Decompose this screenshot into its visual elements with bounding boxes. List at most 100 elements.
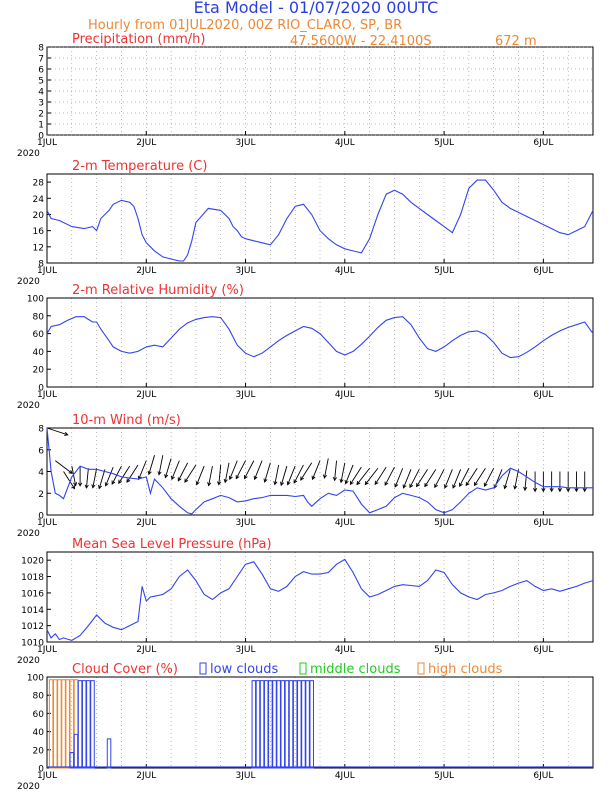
panel-frame <box>46 551 594 643</box>
y-tick-label: 100 <box>27 674 44 684</box>
y-tick-label: 1014 <box>21 606 44 616</box>
wind-vector <box>46 427 68 436</box>
wind-vector-head <box>164 474 169 479</box>
wind-vector <box>434 469 445 488</box>
elevation: 672 m <box>495 34 537 49</box>
wind-vector-head <box>339 478 344 484</box>
cloud-bar <box>86 680 91 769</box>
wind-vector-head <box>452 484 457 489</box>
cloud-bar <box>69 679 75 769</box>
y-tick-label: 5 <box>38 77 44 87</box>
wind-vector <box>118 465 131 484</box>
x-tick-label: 4JUL <box>335 771 355 781</box>
wind-vector <box>459 468 470 487</box>
y-tick-label: 20 <box>33 366 45 376</box>
x-tick-label: 1JUL <box>37 645 57 655</box>
wind-vector <box>465 467 478 486</box>
cloud-bar <box>259 680 265 769</box>
wind-vector-head <box>459 482 463 488</box>
temperature-series <box>46 179 594 262</box>
wind-vector <box>92 468 98 488</box>
wind-vector-head <box>443 484 448 489</box>
x-tick-label: 2JUL <box>136 645 156 655</box>
wind-vector-head <box>286 481 291 486</box>
wind-vector <box>474 467 486 486</box>
y-tick-label: 24 <box>33 195 45 205</box>
x-tick-label: 2JUL <box>136 138 156 148</box>
wind-vector-head <box>118 479 123 484</box>
x-year-label: 2020 <box>17 656 40 666</box>
wind-vector-head <box>582 488 587 493</box>
wind-vector-head <box>217 481 222 486</box>
wind-vector-head <box>394 483 399 488</box>
wind-vector-head <box>557 488 562 493</box>
y-tick-label: 40 <box>33 728 45 738</box>
y-tick-label: 8 <box>38 425 44 435</box>
y-tick-label: 28 <box>33 179 45 189</box>
wind-vector <box>300 462 313 481</box>
x-year-label: 2020 <box>17 277 40 287</box>
wind-vector <box>164 458 172 478</box>
y-tick-label: 3 <box>38 99 44 109</box>
cloud-bar <box>251 680 257 769</box>
y-tick-label: 1 <box>38 121 44 131</box>
wind-vector-head <box>533 488 538 493</box>
panel-frame <box>46 427 594 516</box>
wind-vector <box>345 464 354 484</box>
wind-vector-head <box>483 482 488 488</box>
wind-vector-head <box>293 479 298 484</box>
wind-vector <box>158 455 164 475</box>
x-tick-label: 3JUL <box>236 266 256 276</box>
wind-vector-head <box>311 475 316 481</box>
wind-vector <box>334 460 337 481</box>
wind-vector <box>274 464 280 485</box>
cloud-bar <box>81 680 87 769</box>
wind-vector-head <box>349 480 354 486</box>
wind-vector-head <box>332 476 337 482</box>
y-tick-label: 7 <box>38 55 44 65</box>
wind-vector-head <box>273 481 278 486</box>
x-tick-label: 5JUL <box>434 390 454 400</box>
cloud-bar <box>280 680 286 769</box>
wind-vector <box>349 466 362 485</box>
panel-temp: 1JUL 2JUL 3JUL 4JUL 5JUL 6JUL 8 12 16 20 24 28 2-m T… <box>17 159 594 287</box>
wind-vector <box>287 465 296 485</box>
wind-vector-head <box>84 484 89 489</box>
wind-vector <box>218 464 222 485</box>
y-tick-label: 8 <box>38 44 44 54</box>
cloud-bar <box>73 679 79 769</box>
wind-vector-head <box>78 482 83 487</box>
cloud-bar <box>301 680 306 769</box>
y-tick-label: 1012 <box>21 622 44 632</box>
x-tick-label: 6JUL <box>533 771 553 781</box>
cloud-bar <box>268 680 273 769</box>
wind-vector <box>293 464 304 484</box>
cloud-bar <box>48 679 54 769</box>
cloud-bar <box>284 680 290 769</box>
panel-title-precip: Precipitation (mm/h) <box>72 32 205 47</box>
wind-vector-head <box>104 482 109 487</box>
cloud-bar <box>255 680 261 769</box>
wind-vector <box>105 466 114 486</box>
wind-vector <box>452 469 462 489</box>
wind-vector <box>148 455 155 475</box>
panel-rh: 1JUL 2JUL 3JUL 4JUL 5JUL 6JUL 0 20 40 60 80 100 2-m … <box>17 283 594 411</box>
wind-vector-head <box>91 484 96 489</box>
x-tick-label: 3JUL <box>236 138 256 148</box>
wind-vector-head <box>523 486 528 492</box>
panel-title-mslp: Mean Sea Level Pressure (hPa) <box>72 537 272 552</box>
y-tick-label: 6 <box>38 66 44 76</box>
panel-frame <box>46 676 594 769</box>
x-tick-label: 1JUL <box>37 138 57 148</box>
wind-vector-head <box>195 481 200 486</box>
main-title: Eta Model - 01/07/2020 00UTC <box>194 0 439 17</box>
wind-vector-head <box>574 488 579 493</box>
cloud-bar <box>69 752 75 769</box>
wind-vector-head <box>73 482 78 487</box>
wind-vector-head <box>356 480 361 486</box>
y-tick-label: 0 <box>38 384 44 394</box>
y-tick-label: 12 <box>33 243 44 253</box>
wind-vector <box>340 462 346 483</box>
wind-vector-head <box>364 480 369 486</box>
wind-vector-head <box>207 482 212 487</box>
